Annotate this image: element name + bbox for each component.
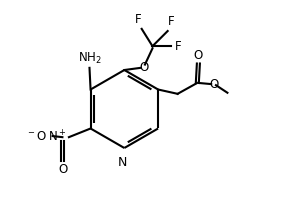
Text: O: O — [139, 61, 148, 74]
Text: N$^+$: N$^+$ — [48, 129, 67, 145]
Text: F: F — [175, 40, 182, 53]
Text: F: F — [168, 15, 174, 28]
Text: O: O — [58, 163, 67, 176]
Text: N: N — [117, 156, 127, 169]
Text: O: O — [209, 78, 218, 91]
Text: O: O — [194, 49, 203, 62]
Text: NH$_2$: NH$_2$ — [78, 51, 101, 66]
Text: $^-$O: $^-$O — [26, 129, 47, 143]
Text: F: F — [135, 13, 142, 26]
